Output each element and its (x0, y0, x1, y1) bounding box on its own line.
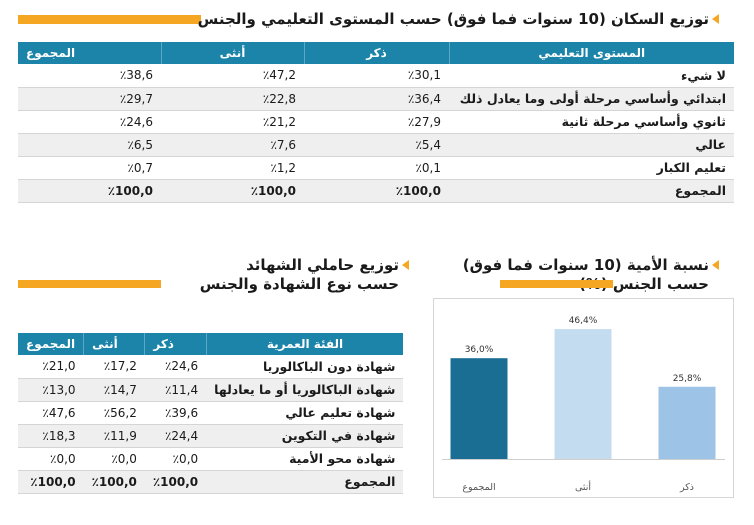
row-label: المجموع (449, 179, 734, 203)
certificates-title-line2: حسب نوع الشهادة والجنس (199, 275, 399, 293)
table-row: شهادة في التكوين ٪24,4 ٪11,9 ٪18,3 (18, 424, 404, 448)
cell-female: ٪1,2 (161, 156, 304, 180)
cell-female: ٪17,2 (83, 355, 145, 379)
table-row: تعليم الكبار ٪0,1 ٪1,2 ٪0,7 (18, 156, 734, 180)
col-header-category: الفئة العمرية (205, 333, 404, 355)
bar-male (658, 386, 716, 459)
population-table: المستوى التعليمي ذكر أنثى المجموع لا شيء… (18, 42, 734, 203)
cell-male: ٪30,1 (304, 64, 449, 88)
cell-male: ٪5,4 (304, 133, 449, 157)
bar-female (554, 329, 612, 459)
cell-total: ٪38,6 (18, 64, 161, 88)
table-row: شهادة تعليم عالي ٪39,6 ٪56,2 ٪47,6 (18, 401, 404, 425)
table-row: لا شيء ٪30,1 ٪47,2 ٪38,6 (18, 64, 734, 88)
value-label-male: 25,8% (673, 374, 702, 384)
certificates-title-line1: توزيع حاملي الشهائد (246, 256, 399, 274)
cell-male: ٪100,0 (304, 179, 449, 203)
cell-female: ٪100,0 (83, 470, 145, 494)
cell-female: ٪7,6 (161, 133, 304, 157)
population-title: توزيع السكان (10 سنوات فما فوق) حسب المس… (197, 10, 709, 28)
table-row-total: المجموع ٪100,0 ٪100,0 ٪100,0 (18, 470, 404, 494)
cell-total: ٪24,6 (18, 110, 161, 134)
cell-female: ٪14,7 (83, 378, 145, 402)
row-label: شهادة تعليم عالي (206, 401, 404, 425)
cell-total: ٪47,6 (18, 401, 84, 425)
row-label: تعليم الكبار (449, 156, 734, 180)
illiteracy-chart: 36,0% المجموع 46,4% أنثى 25,8% ذكر (433, 298, 734, 498)
table-row: شهادة دون الباكالوريا ٪24,6 ٪17,2 ٪21,0 (18, 355, 404, 379)
cell-male: ٪100,0 (144, 470, 207, 494)
cell-total: ٪18,3 (18, 424, 84, 448)
accent-bar-illiteracy (500, 280, 613, 288)
cell-total: ٪100,0 (18, 470, 84, 494)
row-label: لا شيء (449, 64, 734, 88)
accent-arrow-icon (402, 260, 409, 270)
illiteracy-bar-chart: 36,0% المجموع 46,4% أنثى 25,8% ذكر (442, 316, 725, 493)
row-label: ثانوي وأساسي مرحلة ثانية (449, 110, 734, 134)
cell-female: ٪22,8 (161, 87, 304, 111)
category-label-total: المجموع (462, 482, 495, 493)
cell-total: ٪29,7 (18, 87, 161, 111)
table-row: عالي ٪5,4 ٪7,6 ٪6,5 (18, 133, 734, 157)
cell-female: ٪56,2 (83, 401, 145, 425)
certificates-table: الفئة العمرية ذكر أنثى المجموع شهادة دون… (18, 333, 404, 494)
table-row-total: المجموع ٪100,0 ٪100,0 ٪100,0 (18, 179, 734, 203)
category-label-female: أنثى (575, 480, 591, 493)
cell-male: ٪27,9 (304, 110, 449, 134)
cell-female: ٪11,9 (83, 424, 145, 448)
cell-total: ٪100,0 (18, 179, 161, 203)
cell-male: ٪11,4 (144, 378, 207, 402)
col-header-female: أنثى (83, 333, 145, 355)
accent-bar-top (18, 15, 201, 24)
cell-female: ٪100,0 (161, 179, 304, 203)
table-row: ثانوي وأساسي مرحلة ثانية ٪27,9 ٪21,2 ٪24… (18, 110, 734, 134)
bar-total (450, 358, 508, 459)
col-header-male: ذكر (303, 42, 449, 64)
row-label: عالي (449, 133, 734, 157)
category-label-male: ذكر (679, 482, 694, 493)
cell-male: ٪0,1 (304, 156, 449, 180)
cell-total: ٪21,0 (18, 355, 84, 379)
cell-total: ٪13,0 (18, 378, 84, 402)
row-label: المجموع (206, 470, 404, 494)
cell-male: ٪36,4 (304, 87, 449, 111)
col-header-female: أنثى (160, 42, 304, 64)
table-row: شهادة محو الأمية ٪0,0 ٪0,0 ٪0,0 (18, 447, 404, 471)
row-label: شهادة في التكوين (206, 424, 404, 448)
cell-male: ٪24,4 (144, 424, 207, 448)
cell-male: ٪39,6 (144, 401, 207, 425)
accent-arrow-icon (712, 260, 719, 270)
illiteracy-title-line2: حسب الجنس (%) (578, 275, 709, 293)
col-header-total: المجموع (18, 333, 84, 355)
cell-total: ٪0,7 (18, 156, 161, 180)
cell-male: ٪24,6 (144, 355, 207, 379)
cell-female: ٪0,0 (83, 447, 145, 471)
cell-total: ٪6,5 (18, 133, 161, 157)
row-label: شهادة محو الأمية (206, 447, 404, 471)
col-header-total: المجموع (18, 42, 161, 64)
table-row: ابتدائي وأساسي مرحلة أولى وما يعادل ذلك … (18, 87, 734, 111)
value-label-female: 46,4% (569, 316, 598, 326)
cell-female: ٪47,2 (161, 64, 304, 88)
value-label-total: 36,0% (465, 345, 494, 355)
cell-male: ٪0,0 (144, 447, 207, 471)
cell-total: ٪0,0 (18, 447, 84, 471)
accent-arrow-icon (712, 14, 719, 24)
table-row: شهادة الباكالوريا أو ما يعادلها ٪11,4 ٪1… (18, 378, 404, 402)
col-header-level: المستوى التعليمي (448, 42, 734, 64)
accent-bar-certificates (18, 280, 161, 288)
row-label: شهادة دون الباكالوريا (206, 355, 404, 379)
row-label: شهادة الباكالوريا أو ما يعادلها (206, 378, 404, 402)
illiteracy-title-line1: نسبة الأمية (10 سنوات فما فوق) (462, 256, 709, 274)
row-label: ابتدائي وأساسي مرحلة أولى وما يعادل ذلك (449, 87, 734, 111)
col-header-male: ذكر (144, 333, 207, 355)
cell-female: ٪21,2 (161, 110, 304, 134)
